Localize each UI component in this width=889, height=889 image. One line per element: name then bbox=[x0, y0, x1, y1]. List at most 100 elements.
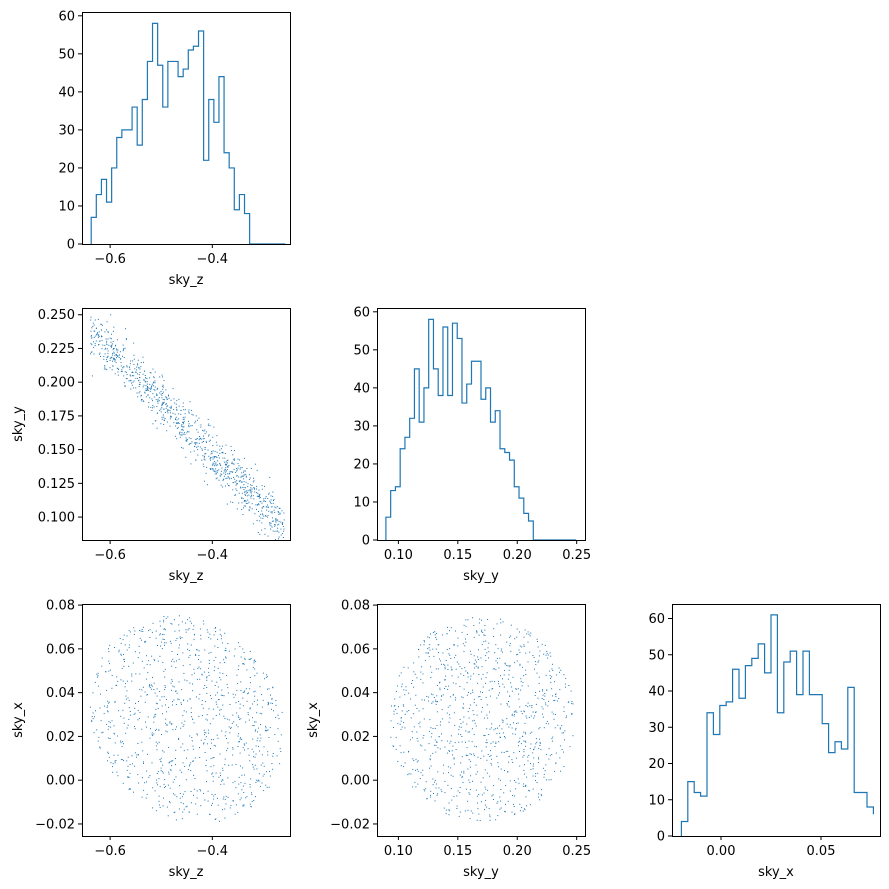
scatter-point bbox=[161, 385, 163, 387]
scatter-point bbox=[143, 761, 144, 763]
scatter-point bbox=[245, 688, 247, 690]
scatter-point bbox=[244, 659, 246, 661]
scatter-point bbox=[217, 667, 219, 669]
scatter-point bbox=[539, 727, 541, 729]
scatter-point bbox=[190, 644, 192, 646]
scatter-point bbox=[196, 429, 198, 431]
scatter-point bbox=[423, 640, 425, 641]
scatter-point bbox=[446, 649, 448, 650]
scatter-point bbox=[220, 465, 222, 466]
scatter-point bbox=[146, 694, 148, 696]
scatter-point bbox=[106, 357, 108, 359]
scatter-point bbox=[106, 706, 108, 708]
scatter-point bbox=[269, 476, 271, 478]
scatter-point bbox=[211, 452, 213, 454]
scatter-point bbox=[258, 496, 260, 497]
scatter-point bbox=[116, 349, 118, 351]
scatter-point bbox=[520, 680, 522, 682]
scatter-point bbox=[164, 787, 165, 788]
scatter-point bbox=[147, 753, 148, 755]
scatter-point bbox=[90, 337, 92, 339]
scatter-point bbox=[127, 765, 129, 767]
scatter-point bbox=[155, 730, 156, 731]
scatter-point bbox=[157, 660, 159, 662]
scatter-point bbox=[454, 724, 456, 726]
scatter-point bbox=[436, 742, 438, 743]
scatter-point bbox=[208, 636, 210, 638]
scatter-point bbox=[546, 689, 548, 691]
scatter-point bbox=[186, 432, 188, 434]
scatter-point bbox=[241, 509, 243, 510]
scatter-point bbox=[152, 404, 154, 406]
scatter-point bbox=[523, 769, 525, 771]
scatter-point bbox=[141, 728, 143, 730]
scatter-point bbox=[140, 395, 142, 397]
scatter-point bbox=[238, 492, 240, 494]
scatter-point bbox=[214, 450, 216, 452]
scatter-point bbox=[519, 706, 521, 708]
scatter-point bbox=[393, 745, 395, 747]
scatter-point bbox=[111, 356, 113, 358]
scatter-point bbox=[552, 736, 554, 738]
scatter-point bbox=[189, 401, 191, 403]
scatter-point bbox=[434, 634, 436, 636]
scatter-point bbox=[450, 740, 452, 742]
scatter-point bbox=[243, 507, 244, 509]
scatter-point bbox=[106, 369, 108, 371]
scatter-point bbox=[436, 783, 438, 785]
scatter-point bbox=[444, 668, 446, 670]
scatter-point bbox=[572, 703, 574, 705]
scatter-point bbox=[230, 445, 232, 447]
scatter-point bbox=[543, 653, 545, 655]
scatter-point bbox=[559, 757, 561, 759]
scatter-point bbox=[532, 788, 534, 790]
scatter-point bbox=[144, 641, 146, 643]
scatter-point bbox=[393, 713, 395, 715]
scatter-point bbox=[455, 654, 457, 656]
scatter-point bbox=[139, 652, 141, 654]
scatter-point bbox=[281, 510, 283, 512]
scatter-point bbox=[278, 718, 280, 720]
scatter-point bbox=[564, 730, 566, 732]
scatter-point bbox=[184, 413, 186, 415]
scatter-point bbox=[465, 741, 466, 743]
scatter-point bbox=[178, 647, 180, 649]
scatter-point bbox=[157, 708, 159, 709]
scatter-point bbox=[517, 778, 519, 780]
scatter-point bbox=[218, 469, 220, 471]
scatter-point bbox=[182, 416, 184, 418]
scatter-point bbox=[145, 389, 147, 391]
scatter-point bbox=[123, 348, 125, 350]
scatter-point bbox=[500, 807, 502, 809]
scatter-point bbox=[91, 721, 93, 723]
scatter-point bbox=[259, 750, 260, 752]
scatter-point bbox=[248, 489, 250, 491]
scatter-point bbox=[419, 721, 421, 723]
scatter-point bbox=[266, 730, 268, 731]
scatter-point bbox=[160, 761, 162, 763]
scatter-point bbox=[90, 335, 92, 337]
scatter-point bbox=[406, 711, 408, 713]
x-axis-label: sky_y bbox=[463, 569, 499, 584]
scatter-point bbox=[279, 507, 281, 509]
scatter-point bbox=[279, 748, 281, 750]
scatter-point bbox=[136, 373, 138, 375]
scatter-point bbox=[555, 693, 557, 695]
scatter-point bbox=[184, 409, 186, 411]
scatter-point bbox=[434, 631, 436, 633]
scatter-point bbox=[201, 704, 203, 706]
scatter-point bbox=[204, 685, 206, 686]
scatter-point bbox=[555, 696, 557, 698]
scatter-point bbox=[282, 526, 284, 528]
scatter-point bbox=[534, 746, 536, 748]
scatter-point bbox=[126, 649, 128, 651]
scatter-point bbox=[473, 702, 475, 704]
scatter-point bbox=[254, 463, 256, 465]
scatter-point bbox=[397, 685, 398, 687]
scatter-point bbox=[243, 474, 245, 476]
scatter-point bbox=[147, 672, 149, 674]
scatter-point bbox=[479, 696, 481, 697]
scatter-point bbox=[475, 764, 477, 766]
scatter-point bbox=[90, 319, 92, 321]
scatter-point bbox=[215, 694, 217, 696]
